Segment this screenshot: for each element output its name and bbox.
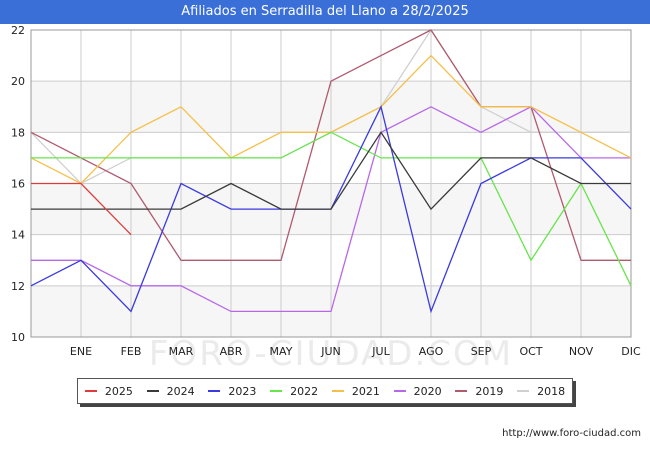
series-lines [30,28,632,314]
y-tick-label: 12 [11,280,25,293]
y-tick-label: 16 [11,178,25,191]
legend-item-2025: 2025 [84,384,133,398]
legend-item-2018: 2018 [517,385,565,398]
x-tick-label: SEP [471,345,492,358]
legend-swatch [331,390,344,392]
x-tick-labels: ENE FEB MAR ABR MAY JUN JUL AGO SEP OCT NOV DIC [70,345,641,358]
legend-label: 2019 [475,384,504,398]
y-tick-label: 20 [11,75,25,88]
y-tick-label: 22 [11,24,25,37]
chart-title: Afiliados en Serradilla del Llano a 28/2… [0,0,650,24]
legend-label: 2020 [413,384,442,398]
legend-swatch [84,390,97,392]
legend-label: 2025 [104,384,133,398]
legend-item-2023: 2023 [208,385,256,398]
y-tick-label: 14 [11,229,25,242]
y-tick-labels: 10 12 14 16 18 20 22 [11,24,25,344]
source-link[interactable]: http://www.foro-ciudad.com [502,428,641,439]
legend: 2025 2024 2023 2022 2021 2020 2019 2018 [77,378,573,404]
legend-label: 2023 [228,384,257,398]
legend-label: 2018 [537,384,566,398]
x-tick-label: DIC [621,345,641,358]
x-tick-label: MAY [270,345,293,358]
legend-swatch [146,390,159,392]
x-tick-label: JUL [371,345,390,358]
legend-swatch [393,390,406,392]
x-tick-label: ABR [220,345,243,358]
legend-label: 2024 [166,384,195,398]
legend-item-2021: 2021 [331,384,380,398]
x-tick-label: AGO [419,345,444,358]
y-tick-label: 10 [11,331,25,344]
series-line-2022 [31,131,632,287]
legend-swatch [517,390,530,392]
legend-swatch [455,390,468,392]
legend-item-2020: 2020 [393,384,442,398]
x-tick-label: OCT [519,345,542,358]
x-tick-label: ENE [70,345,92,358]
series-line-2025 [31,182,132,236]
watermark: FORO-CIUDAD.COM [149,334,513,374]
legend-item-2019: 2019 [455,385,503,398]
legend-item-2022: 2022 [270,385,318,398]
legend-swatch [270,390,283,392]
x-tick-label: MAR [169,345,194,358]
series-line-2024 [31,131,631,211]
legend-item-2024: 2024 [146,384,195,398]
legend-label: 2021 [351,384,380,398]
legend-swatch [208,390,221,392]
x-tick-label: NOV [569,345,594,358]
legend-label: 2022 [290,384,319,398]
x-tick-label: JUN [320,345,341,358]
x-tick-label: FEB [121,345,142,358]
y-tick-label: 18 [11,126,25,139]
